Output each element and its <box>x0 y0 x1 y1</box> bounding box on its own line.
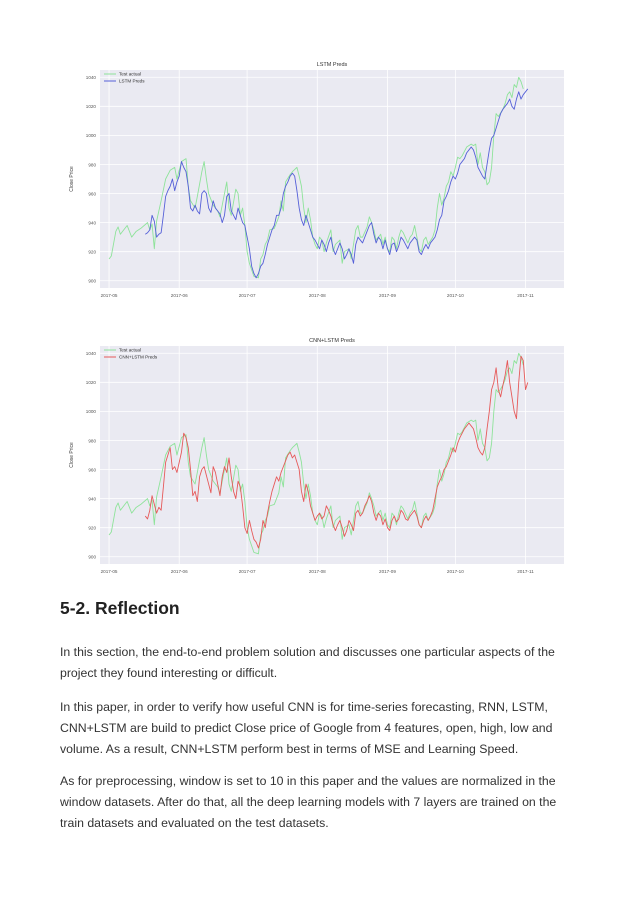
y-tick-label: 1000 <box>86 409 97 414</box>
y-tick-label: 960 <box>88 467 96 472</box>
y-tick-label: 1020 <box>86 104 97 109</box>
x-tick-label: 2017-10 <box>447 293 464 298</box>
x-tick-label: 2017-10 <box>447 569 464 574</box>
y-tick-label: 1040 <box>86 75 97 80</box>
x-tick-label: 2017-08 <box>309 293 326 298</box>
series-line-pred <box>144 355 529 549</box>
x-tick-label: 2017-11 <box>517 293 534 298</box>
y-tick-label: 920 <box>88 525 96 530</box>
legend-label: CNN+LSTM Preds <box>119 355 158 360</box>
legend-label: Test actual <box>119 348 141 353</box>
series-line-pred <box>145 88 529 279</box>
y-axis-label: Close Price <box>69 166 75 192</box>
x-tick-label: 2017-06 <box>171 293 188 298</box>
x-tick-label: 2017-08 <box>309 569 326 574</box>
cnn-lstm-preds-plot: CNN+LSTM Preds 900 920 940 960 980 1000 1020 104… <box>69 338 564 574</box>
y-tick-label: 1020 <box>86 380 97 385</box>
chart-title: LSTM Preds <box>317 62 348 68</box>
y-tick-label: 920 <box>88 249 96 254</box>
x-tick-label: 2017-05 <box>101 293 118 298</box>
x-tick-label: 2017-07 <box>239 569 256 574</box>
x-tick-label: 2017-09 <box>379 293 396 298</box>
y-tick-label: 980 <box>88 162 96 167</box>
x-tick-label: 2017-07 <box>239 293 256 298</box>
legend-label: LSTM Preds <box>119 79 145 84</box>
cnn-lstm-preds-chart: CNN+LSTM Preds 900 920 940 960 980 1000 1020 104… <box>60 334 570 584</box>
y-tick-label: 940 <box>88 496 96 501</box>
lstm-preds-chart: LSTM Preds 900 920 940 960 980 1000 1020 1040 201… <box>60 58 570 308</box>
x-tick-label: 2017-11 <box>517 569 534 574</box>
paragraph-intro: In this section, the end-to-end problem … <box>60 645 555 680</box>
y-tick-label: 960 <box>88 191 96 196</box>
plot-background <box>100 70 564 288</box>
lstm-preds-plot: LSTM Preds 900 920 940 960 980 1000 1020 1040 201… <box>69 62 564 298</box>
y-tick-label: 1000 <box>86 133 97 138</box>
y-tick-label: 900 <box>88 555 96 560</box>
series-line-actual <box>108 352 524 555</box>
paragraph-preprocessing: As for preprocessing, window is set to 1… <box>60 774 557 830</box>
y-tick-label: 940 <box>88 220 96 225</box>
x-tick-label: 2017-05 <box>101 569 118 574</box>
y-tick-label: 900 <box>88 279 96 284</box>
x-tick-label: 2017-09 <box>379 569 396 574</box>
series-line-actual <box>108 76 524 279</box>
paragraph-method: In this paper, in order to verify how us… <box>60 700 553 756</box>
chart-title: CNN+LSTM Preds <box>309 338 355 344</box>
legend-label: Test actual <box>119 72 141 77</box>
y-axis-label: Close Price <box>69 442 75 468</box>
x-tick-label: 2017-06 <box>171 569 188 574</box>
y-tick-label: 980 <box>88 438 96 443</box>
section-title: 5-2. Reflection <box>60 598 180 618</box>
y-tick-label: 1040 <box>86 351 97 356</box>
